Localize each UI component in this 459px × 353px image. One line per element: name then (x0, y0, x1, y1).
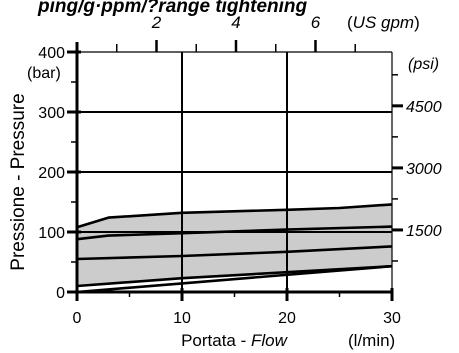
gpm-tick-label-6: 6 (311, 13, 321, 32)
psi-tick-label-1500: 1500 (406, 223, 442, 240)
series-line-2 (76, 225, 393, 241)
x-tick-label-30: 30 (383, 310, 401, 327)
psi-tick-label-4500: 4500 (406, 99, 442, 116)
series-layer (76, 203, 393, 294)
y-tick-label-300: 300 (38, 105, 65, 122)
x2-axis-unit: (US gpm) (347, 13, 420, 32)
x-tick-label-20: 20 (278, 310, 296, 327)
y-tick-label-0: 0 (56, 285, 65, 302)
chart-title: ping/g·ppm/?range tightening (37, 0, 308, 17)
x2-axis-unit-name: US gpm (353, 13, 414, 32)
y-axis-label: Pressione - Pressure (8, 93, 29, 270)
gpm-tick-label-2: 2 (151, 13, 162, 32)
x2-axis-unit-close: ) (414, 13, 420, 32)
x-tick-label-0: 0 (73, 310, 82, 327)
y-tick-label-400: 400 (38, 45, 65, 62)
y-axis-unit: (bar) (27, 65, 61, 82)
x-tick-label-10: 10 (173, 310, 191, 327)
y-tick-label-200: 200 (38, 165, 65, 182)
x2-axis-unit-open: ( (347, 13, 353, 32)
psi-tick-label-3000: 3000 (406, 161, 442, 178)
gpm-tick-label-4: 4 (231, 13, 240, 32)
x-axis-label-it: Portata - (181, 331, 251, 350)
series-line-1 (76, 203, 393, 229)
y-tick-label-100: 100 (38, 225, 65, 242)
band-left-edge (76, 264, 393, 294)
series-line-3 (76, 245, 393, 261)
x-axis-label: Portata - Flow (181, 331, 289, 350)
x-axis-label-en: Flow (251, 331, 289, 350)
x-axis-unit: (l/min) (348, 331, 395, 350)
axis-layer: 0 100 200 300 400 0 10 20 30 2 4 6 1500 3000 4500 (38, 13, 441, 327)
y2-axis-unit: (psi) (408, 56, 439, 73)
